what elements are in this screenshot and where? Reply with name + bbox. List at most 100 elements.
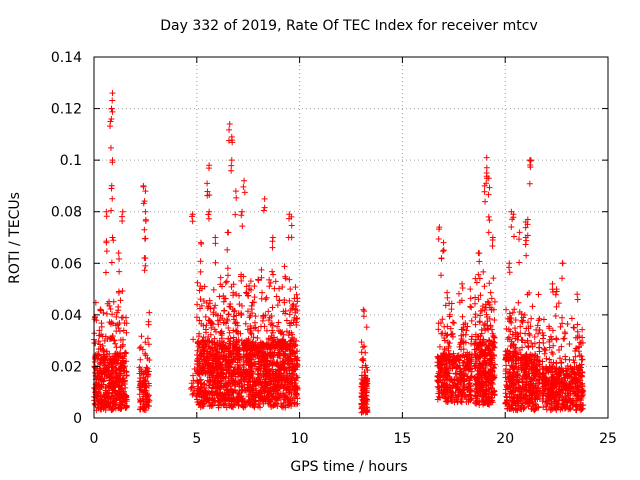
data-point [259, 289, 266, 296]
data-point [145, 396, 152, 403]
data-point [146, 309, 153, 316]
data-point [103, 355, 110, 362]
data-point [103, 310, 110, 317]
data-point [262, 296, 269, 303]
data-point [120, 388, 127, 395]
data-point [116, 255, 123, 262]
data-point [258, 274, 265, 281]
data-point [110, 237, 117, 244]
data-point [106, 404, 113, 411]
data-point [109, 364, 116, 371]
data-point [146, 356, 153, 363]
data-point [119, 376, 126, 383]
data-point [123, 350, 130, 357]
data-point [95, 381, 102, 388]
data-point [281, 263, 288, 270]
data-point [111, 378, 118, 385]
data-point [204, 305, 211, 312]
data-point [261, 323, 268, 330]
data-point [91, 356, 98, 363]
data-point [223, 404, 230, 411]
data-point [140, 398, 147, 405]
data-point [193, 314, 200, 321]
data-point [107, 123, 114, 130]
data-point [251, 294, 258, 301]
data-point [142, 391, 149, 398]
data-point [123, 329, 130, 336]
data-point [117, 344, 124, 351]
data-point [106, 319, 113, 326]
data-point [136, 396, 143, 403]
data-point [99, 333, 106, 340]
data-point [108, 334, 115, 341]
data-point [110, 399, 117, 406]
data-point [140, 388, 147, 395]
data-point [263, 294, 270, 301]
data-point [108, 115, 115, 122]
data-point [120, 368, 127, 375]
data-point [217, 274, 224, 281]
data-point [144, 365, 151, 372]
data-point [123, 358, 130, 365]
data-point [113, 374, 120, 381]
data-point [271, 334, 278, 341]
data-point [249, 381, 256, 388]
data-point [99, 374, 106, 381]
data-point [112, 381, 119, 388]
data-point [108, 105, 115, 112]
data-point [145, 403, 152, 410]
data-point [140, 183, 147, 190]
data-point [97, 361, 104, 368]
data-point [116, 319, 123, 326]
data-point [207, 402, 214, 409]
data-point [145, 371, 152, 378]
data-point [119, 382, 126, 389]
data-point [101, 367, 108, 374]
data-point [97, 307, 104, 314]
data-point [113, 373, 120, 380]
data-point [137, 344, 144, 351]
data-point [138, 333, 145, 340]
y-tick-label: 0.14 [51, 50, 82, 66]
data-point [251, 283, 258, 290]
data-point [115, 307, 122, 314]
data-point [225, 311, 232, 318]
data-point [187, 386, 194, 393]
data-point [188, 380, 195, 387]
data-point [109, 320, 116, 327]
data-point [141, 235, 148, 242]
data-point [137, 382, 144, 389]
data-point [221, 295, 228, 302]
data-point [294, 315, 301, 322]
data-point [108, 185, 115, 192]
data-point [95, 346, 102, 353]
data-point [119, 217, 126, 224]
data-point [96, 382, 103, 389]
data-point [110, 298, 117, 305]
data-point [101, 393, 108, 400]
data-point [110, 368, 117, 375]
data-point [141, 404, 148, 411]
data-point [107, 144, 114, 151]
data-point [123, 402, 130, 409]
data-point [286, 320, 293, 327]
data-point [291, 314, 298, 321]
data-point [118, 362, 125, 369]
data-point [121, 320, 128, 327]
data-point [109, 90, 116, 97]
data-point [108, 259, 115, 266]
chart-title: Day 332 of 2019, Rate Of TEC Index for r… [160, 18, 537, 34]
data-point [119, 208, 126, 215]
x-tick-label: 0 [90, 431, 99, 447]
data-point [94, 367, 101, 374]
data-point [258, 266, 265, 273]
data-point [103, 248, 110, 255]
data-point [103, 239, 110, 246]
data-point [223, 278, 230, 285]
data-point [91, 400, 98, 407]
y-tick-label: 0.12 [51, 102, 82, 118]
data-point [96, 397, 103, 404]
data-point [108, 335, 115, 342]
data-point [220, 307, 227, 314]
data-point [138, 368, 145, 375]
